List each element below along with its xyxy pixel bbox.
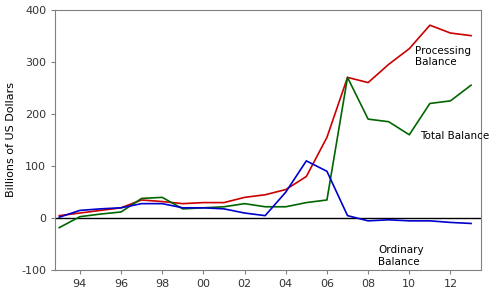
Text: Ordinary
Balance: Ordinary Balance — [378, 245, 424, 267]
Y-axis label: Billions of US Dollars: Billions of US Dollars — [6, 83, 16, 197]
Text: Total Balance: Total Balance — [420, 131, 489, 141]
Text: Processing
Balance: Processing Balance — [416, 46, 472, 67]
